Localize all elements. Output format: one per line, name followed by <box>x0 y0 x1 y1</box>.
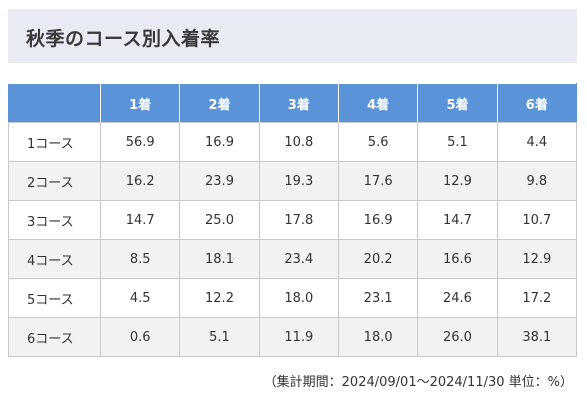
table-cell: 16.9 <box>337 200 419 240</box>
title-banner: 秋季のコース別入着率 <box>8 9 577 63</box>
course-placement-table: 1着 2着 3着 4着 5着 6着 1コース 56.9 16.9 10.8 5.… <box>8 83 578 357</box>
table-cell: 14.7 <box>99 200 181 240</box>
table-cell: 9.8 <box>496 161 578 201</box>
table-cell: 20.2 <box>337 239 419 279</box>
table-cell: 23.1 <box>337 278 419 318</box>
table-cell: 16.2 <box>99 161 181 201</box>
table-cell: 0.6 <box>99 317 181 357</box>
table-cell: 5.1 <box>417 122 498 162</box>
table-cell: 18.0 <box>337 317 419 357</box>
course-label: 2コース <box>8 161 101 201</box>
table-cell: 10.7 <box>496 200 578 240</box>
table-cell: 17.2 <box>496 278 578 318</box>
table-cell: 23.9 <box>179 161 260 201</box>
header-1st: 1着 <box>99 83 181 123</box>
table-cell: 14.7 <box>417 200 498 240</box>
table-cell: 8.5 <box>99 239 181 279</box>
table-row: 3コース 14.7 25.0 17.8 16.9 14.7 10.7 <box>8 200 578 240</box>
table-cell: 10.8 <box>258 122 339 162</box>
course-label: 1コース <box>8 122 101 162</box>
header-corner <box>8 83 101 123</box>
course-label: 5コース <box>8 278 101 318</box>
table-row: 5コース 4.5 12.2 18.0 23.1 24.6 17.2 <box>8 278 578 318</box>
table-cell: 4.4 <box>496 122 578 162</box>
header-2nd: 2着 <box>179 83 260 123</box>
table-row: 2コース 16.2 23.9 19.3 17.6 12.9 9.8 <box>8 161 578 201</box>
table-cell: 17.6 <box>337 161 419 201</box>
table-cell: 26.0 <box>417 317 498 357</box>
aggregation-period-note: （集計期間：2024/09/01～2024/11/30 単位：%） <box>263 375 573 390</box>
course-label: 3コース <box>8 200 101 240</box>
table-cell: 38.1 <box>496 317 578 357</box>
header-3rd: 3着 <box>258 83 339 123</box>
table-cell: 5.1 <box>179 317 260 357</box>
table-cell: 12.9 <box>496 239 578 279</box>
table-cell: 12.9 <box>417 161 498 201</box>
header-5th: 5着 <box>417 83 498 123</box>
table-cell: 19.3 <box>258 161 339 201</box>
table-cell: 25.0 <box>179 200 260 240</box>
table-cell: 18.0 <box>258 278 339 318</box>
table-cell: 5.6 <box>337 122 419 162</box>
table-row: 6コース 0.6 5.1 11.9 18.0 26.0 38.1 <box>8 317 578 357</box>
table-cell: 12.2 <box>179 278 260 318</box>
course-label: 6コース <box>8 317 101 357</box>
table-cell: 16.6 <box>417 239 498 279</box>
table-cell: 11.9 <box>258 317 339 357</box>
table-row: 4コース 8.5 18.1 23.4 20.2 16.6 12.9 <box>8 239 578 279</box>
table-cell: 16.9 <box>179 122 260 162</box>
table-header-row: 1着 2着 3着 4着 5着 6着 <box>8 83 578 123</box>
header-4th: 4着 <box>337 83 419 123</box>
table-cell: 23.4 <box>258 239 339 279</box>
course-label: 4コース <box>8 239 101 279</box>
table-cell: 17.8 <box>258 200 339 240</box>
table-cell: 56.9 <box>99 122 181 162</box>
table-cell: 24.6 <box>417 278 498 318</box>
page-title: 秋季のコース別入着率 <box>26 28 221 50</box>
table-cell: 18.1 <box>179 239 260 279</box>
table-row: 1コース 56.9 16.9 10.8 5.6 5.1 4.4 <box>8 122 578 162</box>
header-6th: 6着 <box>496 83 578 123</box>
table-cell: 4.5 <box>99 278 181 318</box>
